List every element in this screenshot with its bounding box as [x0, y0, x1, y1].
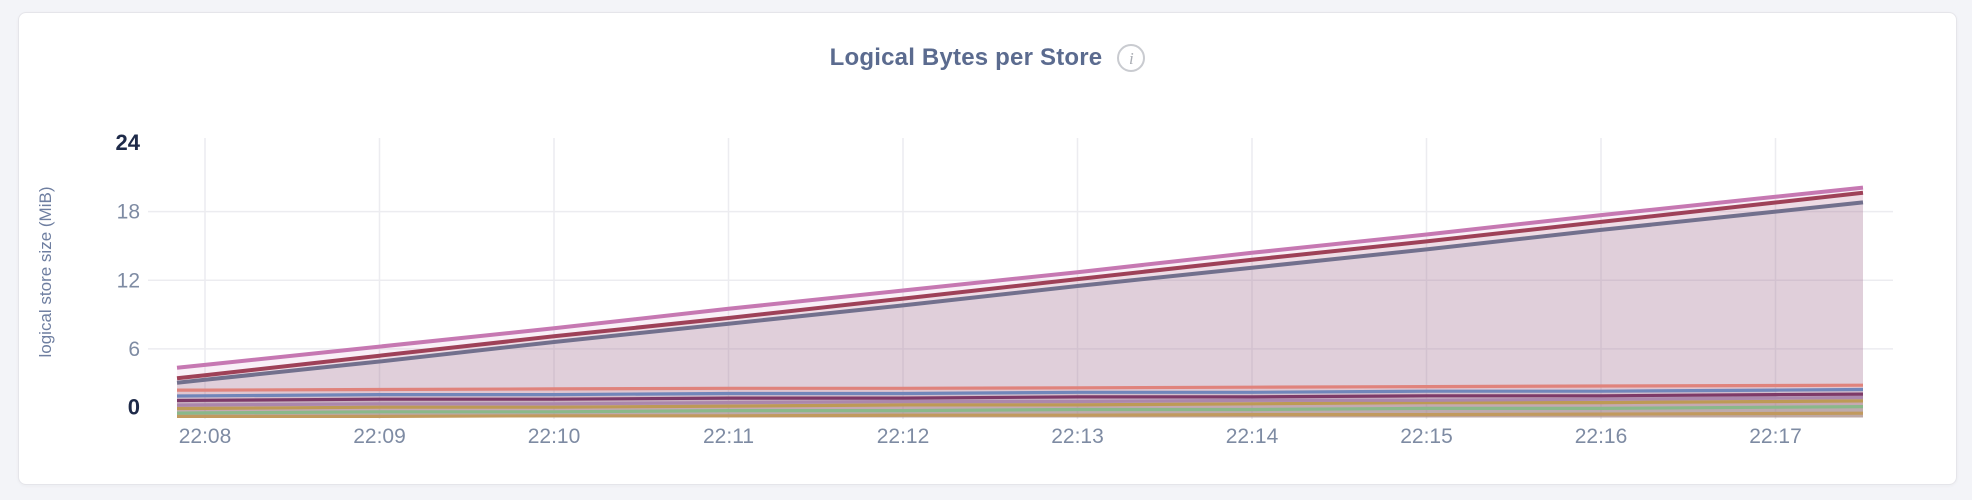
x-tick-label: 22:13 — [1051, 425, 1104, 448]
x-tick-label: 22:08 — [179, 425, 232, 448]
x-tick-label: 22:15 — [1400, 425, 1453, 448]
series-line-store-5 — [176, 387, 1864, 398]
series-line-store-4 — [177, 383, 1864, 392]
x-tick-label: 22:11 — [703, 425, 754, 448]
chart-title: Logical Bytes per Store — [829, 44, 1103, 71]
series-line-store-7 — [176, 395, 1864, 407]
chart-header: Logical Bytes per Store i — [19, 44, 1956, 72]
series-line-store-6 — [176, 392, 1864, 403]
series-line-store-10 — [177, 411, 1864, 418]
series-area-store-1 — [177, 187, 1863, 418]
y-tick-label: 18 — [117, 201, 140, 224]
x-tick-label: 22:12 — [877, 425, 930, 448]
plot-area[interactable] — [148, 138, 1893, 419]
info-icon[interactable]: i — [1117, 44, 1146, 72]
series-area-store-3 — [177, 202, 1863, 418]
series-line-store-3 — [176, 200, 1864, 385]
x-tick-label: 22:10 — [528, 425, 581, 448]
series-line-store-1 — [176, 185, 1864, 370]
x-tick-label: 22:16 — [1575, 425, 1628, 448]
series-line-store-8 — [176, 399, 1864, 411]
y-tick-label: 6 — [128, 338, 140, 361]
x-tick-label: 22:14 — [1226, 425, 1279, 448]
series-line-store-2 — [176, 190, 1864, 381]
x-tick-label: 22:17 — [1749, 425, 1802, 448]
y-tick-label: 12 — [117, 269, 140, 292]
x-tick-label: 22:09 — [353, 425, 406, 448]
series-line-store-9 — [176, 405, 1864, 415]
y-tick-label: 24 — [116, 130, 141, 155]
y-tick-label: 0 — [128, 395, 140, 420]
